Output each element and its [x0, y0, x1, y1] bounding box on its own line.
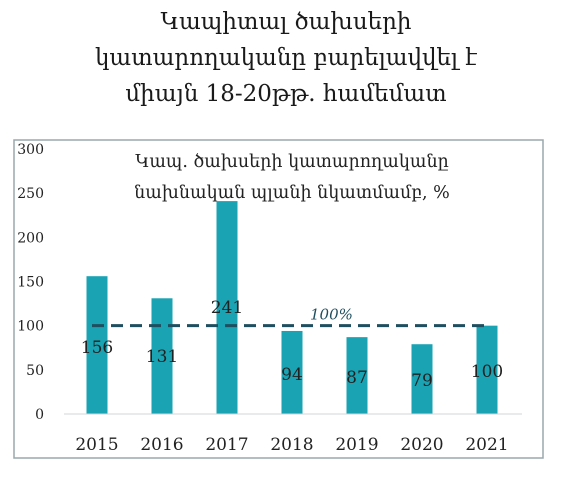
- data-label: 94: [281, 365, 303, 385]
- y-tick-label: 300: [17, 142, 44, 158]
- bar: [151, 298, 173, 414]
- chart-subtitle-line-1: Կապ. ծախսերի կատարողականը: [135, 152, 449, 172]
- x-tick-label: 2021: [465, 435, 508, 455]
- y-tick-label: 250: [17, 186, 44, 202]
- bar: [216, 201, 238, 414]
- bar: [411, 344, 433, 414]
- x-tick-label: 2018: [270, 435, 313, 455]
- chart-frame: [13, 139, 544, 459]
- data-label: 156: [81, 338, 113, 358]
- y-axis: 0 50 100 150 200 250 300: [17, 142, 44, 423]
- x-tick-label: 2015: [75, 435, 118, 455]
- data-label: 87: [346, 368, 368, 388]
- title-line-3: միայն 18-20թթ. համեմատ: [125, 81, 447, 107]
- data-label: 131: [146, 347, 178, 367]
- x-axis: 2015 2016 2017 2018 2019 2020 2021: [64, 413, 522, 455]
- data-labels-group: 156 131 241 94 87 79 100: [81, 298, 503, 391]
- x-tick-label: 2020: [400, 435, 443, 455]
- bar: [86, 276, 108, 414]
- x-tick-label: 2017: [205, 435, 248, 455]
- title-line-2: կատարողականը բարելավվել է: [94, 45, 478, 71]
- data-label: 100: [471, 362, 503, 382]
- bar: [346, 337, 368, 414]
- bar: [476, 325, 498, 414]
- reference-line-label: 100%: [310, 306, 353, 324]
- x-tick-label: 2019: [335, 435, 378, 455]
- y-tick-label: 200: [17, 230, 44, 246]
- chart-title: Կապիտալ ծախսերի կատարողականը բարելավվել …: [0, 4, 572, 112]
- reference-line-group: 100%: [92, 306, 487, 328]
- data-label: 241: [211, 298, 243, 318]
- y-tick-label: 0: [35, 407, 44, 423]
- data-label: 79: [411, 371, 433, 391]
- chart-subtitle-line-2: նախնական պլանի նկատմամբ, %: [134, 183, 450, 203]
- bar: [281, 330, 303, 414]
- y-tick-label: 50: [26, 363, 44, 379]
- title-line-1: Կապիտալ ծախսերի: [160, 9, 412, 35]
- y-tick-label: 150: [17, 275, 44, 291]
- x-tick-label: 2016: [140, 435, 183, 455]
- y-tick-label: 100: [17, 319, 44, 335]
- bars-group: [86, 201, 498, 414]
